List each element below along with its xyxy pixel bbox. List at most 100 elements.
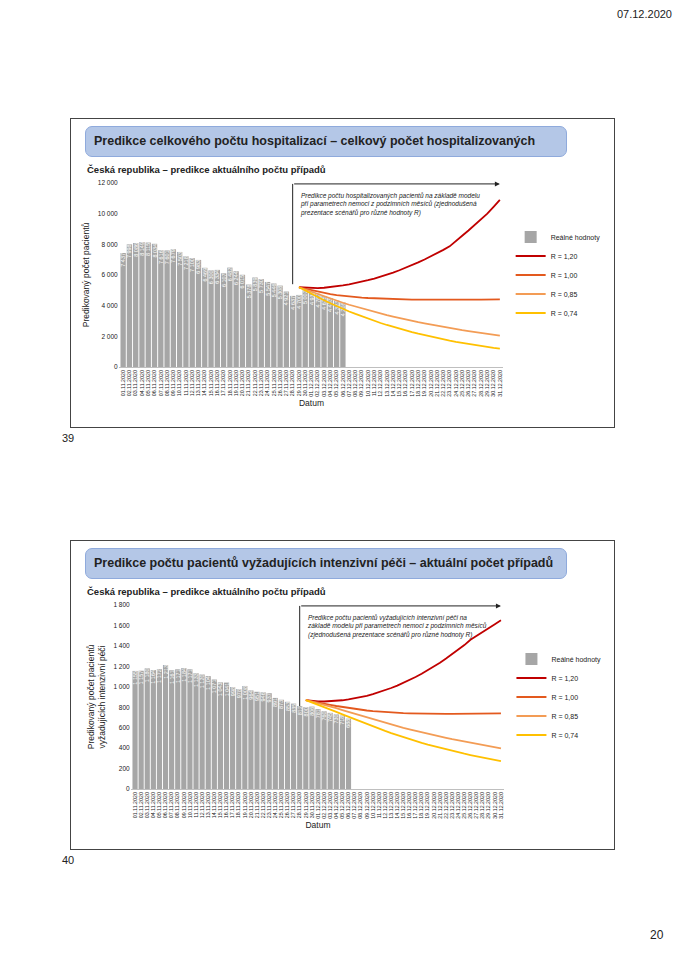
svg-text:20.12.2020: 20.12.2020 [431, 792, 437, 819]
svg-text:22.12.2020: 22.12.2020 [443, 792, 449, 819]
svg-text:17.11.2020: 17.11.2020 [229, 792, 235, 818]
svg-text:835: 835 [291, 704, 297, 713]
svg-text:0: 0 [114, 363, 118, 370]
svg-text:5 378: 5 378 [246, 285, 252, 299]
svg-text:13.11.2020: 13.11.2020 [205, 792, 211, 818]
svg-text:06.12.2020: 06.12.2020 [340, 370, 346, 397]
svg-text:14.12.2020: 14.12.2020 [394, 792, 400, 819]
svg-text:28.12.2020: 28.12.2020 [478, 370, 484, 397]
svg-text:812: 812 [297, 706, 303, 715]
svg-text:18.12.2020: 18.12.2020 [415, 370, 421, 397]
svg-text:12.11.2020: 12.11.2020 [189, 370, 195, 396]
svg-text:10.12.2020: 10.12.2020 [365, 370, 371, 397]
svg-text:R = 1,20: R = 1,20 [551, 253, 578, 260]
svg-text:400: 400 [119, 744, 130, 751]
svg-text:18.11.2020: 18.11.2020 [227, 370, 233, 396]
svg-text:16.12.2020: 16.12.2020 [406, 792, 412, 819]
svg-text:02.12.2020: 02.12.2020 [321, 792, 327, 819]
svg-text:5 839: 5 839 [252, 277, 258, 291]
svg-text:891: 891 [272, 698, 278, 707]
svg-text:200: 200 [119, 765, 130, 772]
svg-text:12.11.2020: 12.11.2020 [199, 792, 205, 818]
svg-text:11.11.2020: 11.11.2020 [183, 370, 189, 396]
svg-text:7 616: 7 616 [158, 250, 164, 264]
svg-text:05.11.2020: 05.11.2020 [156, 792, 162, 818]
svg-text:730: 730 [333, 714, 339, 723]
svg-text:R = 0,85: R = 0,85 [551, 713, 578, 720]
svg-text:01.12.2020: 01.12.2020 [308, 370, 314, 397]
svg-text:11.11.2020: 11.11.2020 [193, 792, 199, 818]
svg-text:Predikovaný počet pacientůvyža: Predikovaný počet pacientůvyžadujících i… [86, 645, 107, 750]
svg-text:07.12.2020: 07.12.2020 [346, 370, 352, 397]
svg-text:08.11.2020: 08.11.2020 [174, 792, 180, 818]
svg-text:22.11.2020: 22.11.2020 [252, 370, 258, 396]
svg-text:28.11.2020: 28.11.2020 [296, 792, 302, 818]
svg-text:28.11.2020: 28.11.2020 [289, 370, 295, 396]
svg-text:6 000: 6 000 [101, 271, 118, 278]
svg-text:21.11.2020: 21.11.2020 [245, 370, 251, 396]
svg-text:Predikce počtu pacientů vyžadu: Predikce počtu pacientů vyžadujících int… [307, 614, 487, 639]
svg-text:1 043: 1 043 [217, 682, 223, 696]
svg-text:29.12.2020: 29.12.2020 [485, 792, 491, 819]
svg-text:30.11.2020: 30.11.2020 [309, 792, 315, 818]
svg-text:22.11.2020: 22.11.2020 [260, 792, 266, 818]
svg-text:23.12.2020: 23.12.2020 [446, 370, 452, 397]
svg-text:951: 951 [254, 692, 260, 701]
svg-text:R = 0,85: R = 0,85 [551, 291, 578, 298]
svg-text:03.11.2020: 03.11.2020 [144, 792, 150, 818]
svg-text:21.12.2020: 21.12.2020 [437, 792, 443, 819]
svg-text:4 208: 4 208 [340, 302, 346, 316]
svg-text:7 679: 7 679 [170, 249, 176, 263]
svg-text:5 446: 5 446 [271, 283, 277, 297]
svg-text:Predikovaný počet pacientů: Predikovaný počet pacientů [81, 223, 91, 328]
svg-text:03.11.2020: 03.11.2020 [132, 370, 138, 396]
svg-text:19.12.2020: 19.12.2020 [424, 792, 430, 819]
svg-text:1 184: 1 184 [181, 668, 187, 682]
svg-text:6 300: 6 300 [208, 270, 214, 284]
svg-text:600: 600 [119, 724, 130, 731]
svg-text:02.12.2020: 02.12.2020 [315, 370, 321, 397]
svg-text:24.12.2020: 24.12.2020 [453, 370, 459, 397]
svg-text:10.11.2020: 10.11.2020 [176, 370, 182, 396]
svg-text:20.12.2020: 20.12.2020 [428, 370, 434, 397]
svg-text:30.11.2020: 30.11.2020 [302, 370, 308, 396]
svg-text:14.11.2020: 14.11.2020 [201, 370, 207, 396]
svg-text:04.12.2020: 04.12.2020 [333, 792, 339, 819]
svg-text:11.12.2020: 11.12.2020 [376, 792, 382, 818]
svg-text:1 800: 1 800 [113, 601, 130, 608]
svg-text:03.12.2020: 03.12.2020 [327, 792, 333, 819]
svg-text:1 161: 1 161 [169, 670, 175, 684]
svg-text:4 921: 4 921 [283, 292, 289, 306]
svg-text:29.11.2020: 29.11.2020 [296, 370, 302, 396]
svg-text:06.12.2020: 06.12.2020 [345, 792, 351, 819]
svg-text:08.11.2020: 08.11.2020 [164, 370, 170, 396]
svg-text:25.12.2020: 25.12.2020 [461, 792, 467, 819]
svg-text:7 998: 7 998 [126, 244, 132, 258]
svg-text:4 323: 4 323 [334, 301, 340, 315]
svg-text:05.12.2020: 05.12.2020 [339, 792, 345, 819]
svg-text:14.11.2020: 14.11.2020 [211, 792, 217, 818]
svg-text:04.11.2020: 04.11.2020 [139, 370, 145, 396]
svg-text:28.12.2020: 28.12.2020 [479, 792, 485, 819]
svg-text:Datum: Datum [305, 820, 330, 830]
svg-text:R = 1,20: R = 1,20 [551, 675, 578, 682]
svg-text:998: 998 [230, 687, 236, 696]
svg-text:26.12.2020: 26.12.2020 [467, 792, 473, 819]
svg-text:7 601: 7 601 [164, 250, 170, 264]
svg-text:13.11.2020: 13.11.2020 [195, 370, 201, 396]
svg-text:08.12.2020: 08.12.2020 [357, 792, 363, 819]
svg-text:12 000: 12 000 [98, 179, 118, 186]
svg-text:1 157: 1 157 [138, 671, 144, 685]
svg-text:R = 1,00: R = 1,00 [551, 694, 578, 701]
svg-text:01.11.2020: 01.11.2020 [120, 370, 126, 396]
svg-text:16.12.2020: 16.12.2020 [402, 370, 408, 397]
svg-text:17.12.2020: 17.12.2020 [412, 792, 418, 819]
svg-text:26.11.2020: 26.11.2020 [277, 370, 283, 396]
svg-text:21.12.2020: 21.12.2020 [434, 370, 440, 397]
svg-text:853: 853 [285, 702, 291, 711]
svg-text:19.12.2020: 19.12.2020 [421, 370, 427, 397]
svg-text:4 700: 4 700 [296, 295, 302, 309]
svg-text:08.12.2020: 08.12.2020 [352, 370, 358, 397]
svg-text:1 600: 1 600 [113, 622, 130, 629]
svg-text:781: 781 [315, 709, 321, 718]
